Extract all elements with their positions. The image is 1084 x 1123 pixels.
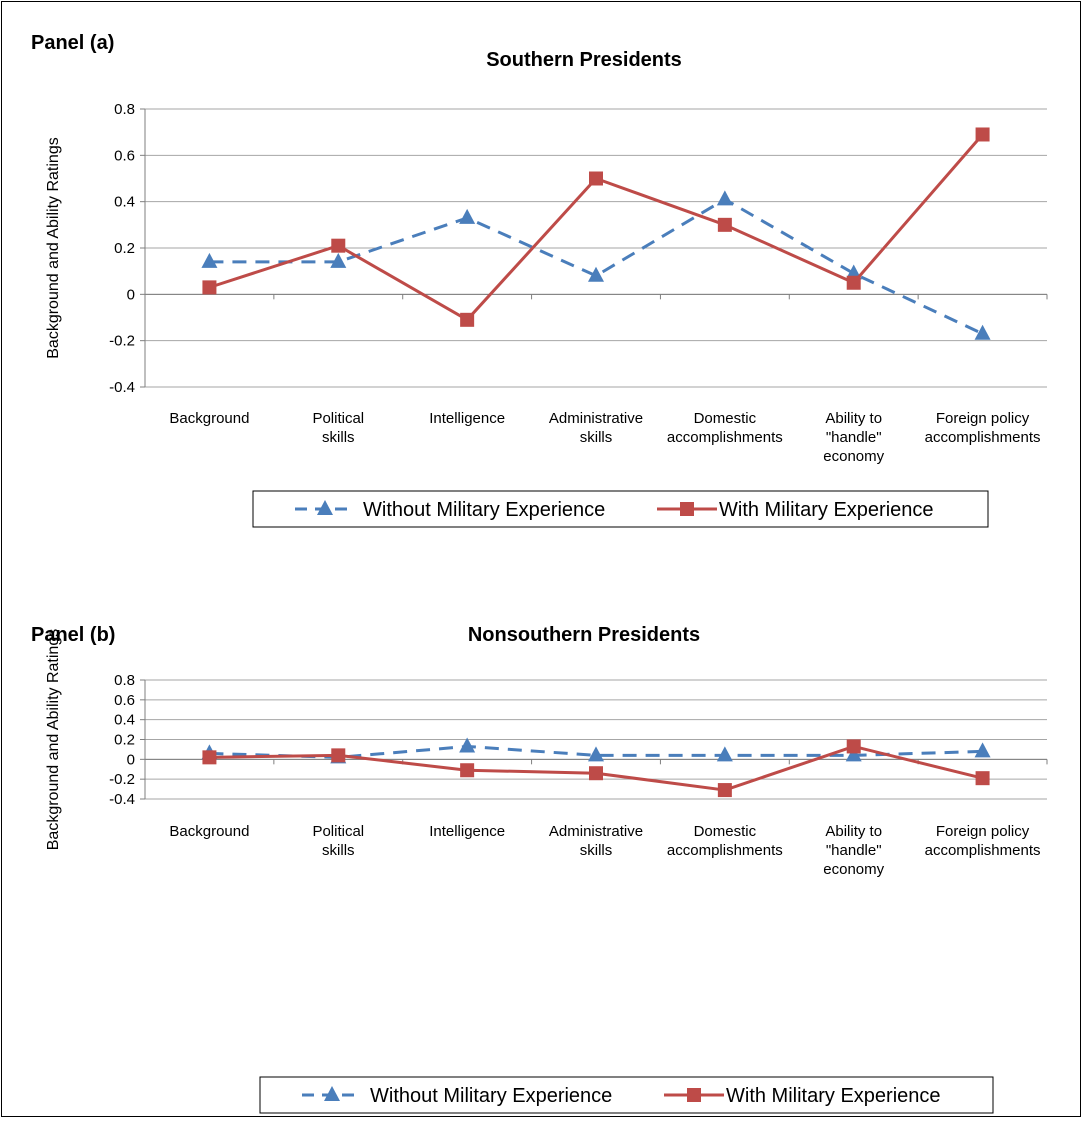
data-point	[846, 275, 861, 290]
x-tick-label: Administrative skills	[549, 410, 643, 446]
data-point	[974, 324, 991, 340]
panel-label: Panel (a)	[31, 32, 114, 54]
y-tick-label: 0.2	[114, 240, 135, 257]
series-with-military	[202, 127, 990, 327]
legend: Without Military Experience With Military…	[252, 490, 989, 528]
y-tick-label: 0.4	[114, 712, 135, 729]
legend-label: Without Military Experience	[370, 1085, 612, 1107]
legend-box	[259, 1076, 994, 1114]
data-point	[588, 266, 604, 282]
data-point	[331, 238, 346, 253]
y-tick-label: 0.8	[114, 672, 135, 689]
y-tick-label: 0.8	[114, 101, 135, 118]
data-point	[845, 746, 862, 762]
legend-marker	[680, 502, 694, 516]
x-tick-label: Foreign policy accomplishments	[925, 410, 1041, 446]
x-tick-label: Foreign policy accomplishments	[925, 823, 1041, 859]
data-point	[459, 737, 476, 753]
x-tick-label: Political skills	[312, 823, 364, 859]
data-point	[589, 171, 603, 186]
legend-label: With Military Experience	[719, 499, 934, 521]
data-point	[460, 763, 475, 778]
y-axis-label: Background and Ability Ratings	[45, 137, 62, 358]
x-tick-label: Domestic accomplishments	[667, 823, 783, 859]
legend-marker	[317, 500, 333, 515]
legend-box	[252, 490, 989, 528]
data-point	[589, 766, 603, 781]
chart-panel-b: Panel (b) Nonsouthern Presidents Backgroun…	[31, 624, 1048, 1114]
y-tick-label: 0.6	[114, 147, 135, 164]
y-tick-label: -0.2	[109, 771, 135, 788]
data-point	[588, 746, 604, 762]
data-point	[201, 252, 218, 268]
data-point	[846, 739, 861, 754]
series-with-military	[202, 739, 990, 798]
x-tick-label: Ability to "handle" economy	[823, 823, 884, 878]
y-tick-label: 0	[127, 751, 135, 768]
chart-panel-a: Panel (a) Southern Presidents Background a…	[31, 32, 1048, 528]
data-point	[202, 280, 217, 295]
x-tick-label: Intelligence	[429, 823, 505, 840]
legend-marker	[324, 1086, 340, 1101]
legend-label: With Military Experience	[726, 1085, 941, 1107]
y-tick-label: 0	[127, 286, 135, 303]
data-point	[716, 190, 733, 206]
y-tick-label: 0.2	[114, 732, 135, 749]
y-tick-label: 0.6	[114, 692, 135, 709]
x-tick-label: Intelligence	[429, 410, 505, 427]
data-point	[975, 127, 990, 142]
data-point	[330, 252, 347, 268]
data-point	[974, 742, 991, 758]
series-line	[208, 133, 984, 322]
data-point	[460, 312, 475, 327]
data-point	[716, 746, 733, 762]
data-point	[459, 208, 476, 224]
y-tick-label: -0.4	[109, 791, 135, 808]
series-without-military	[201, 190, 991, 340]
x-tick-label: Ability to "handle" economy	[823, 410, 884, 465]
data-point	[845, 264, 862, 280]
data-point	[717, 783, 732, 798]
x-tick-label: Administrative skills	[549, 823, 643, 859]
data-point	[331, 748, 346, 763]
data-point	[975, 771, 990, 786]
x-tick-label: Domestic accomplishments	[667, 410, 783, 446]
data-point	[717, 217, 732, 232]
y-tick-label: -0.2	[109, 333, 135, 350]
x-tick-label: Background	[169, 823, 249, 840]
legend: Without Military Experience With Military…	[259, 1076, 994, 1114]
x-tick-label: Background	[169, 410, 249, 427]
data-point	[202, 750, 217, 765]
y-tick-label: -0.4	[109, 379, 135, 396]
panel-label: Panel (b)	[31, 624, 115, 646]
x-tick-label: Political skills	[312, 410, 364, 446]
chart-title: Nonsouthern Presidents	[468, 624, 700, 646]
legend-label: Without Military Experience	[363, 499, 605, 521]
y-tick-label: 0.4	[114, 194, 135, 211]
chart-title: Southern Presidents	[486, 49, 682, 71]
legend-marker	[687, 1088, 701, 1102]
y-axis-label: Background and Ability Ratings	[45, 629, 62, 850]
